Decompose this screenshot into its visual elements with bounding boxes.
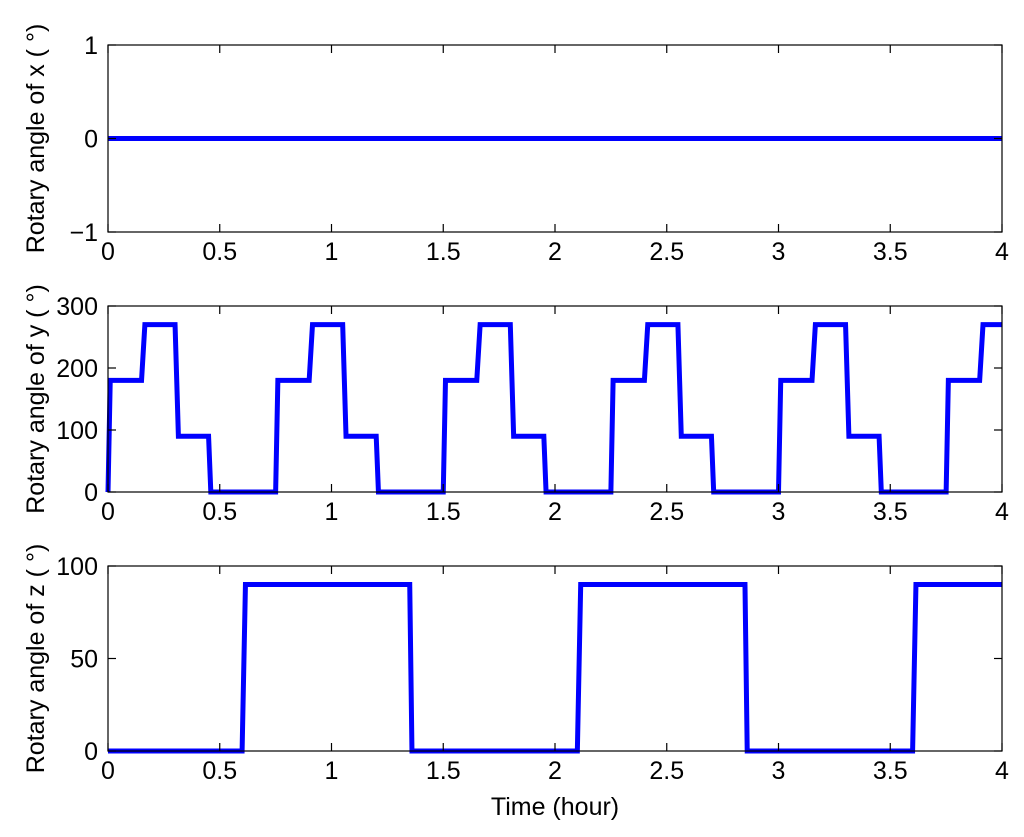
y-axis-label: Rotary angle of x ( °) [22, 24, 50, 254]
x-tick-label: 4 [995, 757, 1009, 785]
x-tick-label: 0 [101, 498, 115, 526]
y-tick-label: 0 [84, 126, 98, 154]
y-tick-label: 1 [84, 32, 98, 60]
x-tick-label: 3 [772, 498, 786, 526]
x-tick-label: 4 [995, 498, 1009, 526]
x-tick-label: 2.5 [649, 238, 684, 266]
x-tick-label: 0 [101, 238, 115, 266]
x-tick-label: 1 [325, 238, 339, 266]
y-tick-label: −1 [69, 219, 98, 247]
x-tick-label: 2.5 [649, 757, 684, 785]
x-tick-label: 1.5 [426, 498, 461, 526]
x-tick-label: 4 [995, 238, 1009, 266]
y-tick-label: 300 [56, 293, 98, 321]
x-tick-label: 1.5 [426, 757, 461, 785]
x-tick-label: 3.5 [873, 498, 908, 526]
y-axis-label: Rotary angle of z ( °) [22, 544, 50, 774]
x-tick-label: 1 [325, 757, 339, 785]
y-tick-label: 0 [84, 738, 98, 766]
y-tick-label: 100 [56, 553, 98, 581]
y-tick-label: 0 [84, 479, 98, 507]
x-tick-label: 3.5 [873, 757, 908, 785]
x-tick-label: 3 [772, 757, 786, 785]
x-tick-label: 1.5 [426, 238, 461, 266]
x-tick-label: 0.5 [202, 498, 237, 526]
x-axis-label: Time (hour) [491, 793, 619, 821]
x-tick-label: 2.5 [649, 498, 684, 526]
y-tick-label: 100 [56, 417, 98, 445]
x-tick-label: 1 [325, 498, 339, 526]
x-tick-label: 2 [548, 238, 562, 266]
y-tick-label: 200 [56, 355, 98, 383]
x-tick-label: 3 [772, 238, 786, 266]
x-tick-label: 2 [548, 757, 562, 785]
y-axis-label: Rotary angle of y ( °) [22, 284, 50, 514]
x-tick-label: 0 [101, 757, 115, 785]
series-line-3-1 [108, 582, 1002, 754]
x-tick-label: 0.5 [202, 238, 237, 266]
x-tick-label: 3.5 [873, 238, 908, 266]
x-tick-label: 2 [548, 498, 562, 526]
x-tick-label: 0.5 [202, 757, 237, 785]
y-tick-label: 50 [70, 646, 98, 674]
